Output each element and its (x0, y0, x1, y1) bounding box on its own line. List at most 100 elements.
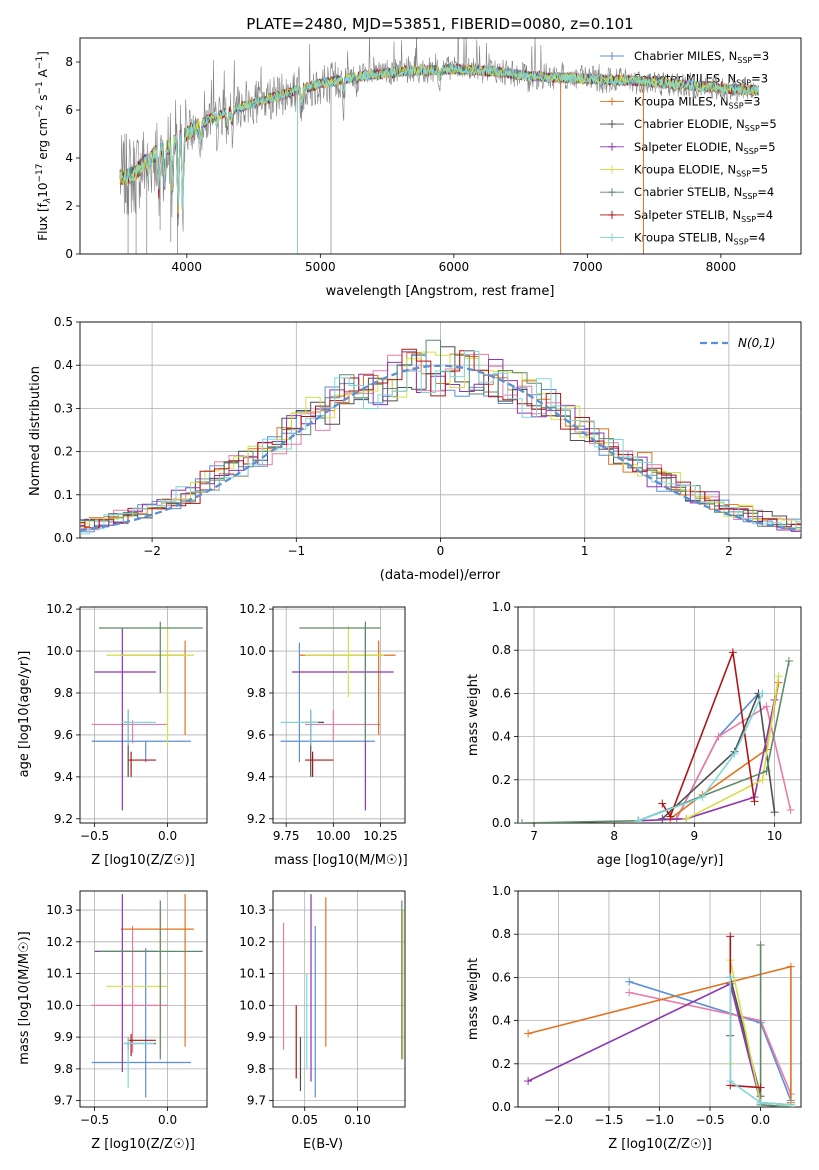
ylabel-part: λ (43, 198, 53, 204)
weight-vs-age-chart: 7 8 9 10 0.0 0.2 0.4 0.6 0.8 1.0 (492, 600, 802, 843)
y-tick-label: 0.8 (492, 643, 511, 657)
weightz-xlabel: Z [log10(Z/Z☉)] (608, 1137, 712, 1152)
x-tick-label: −2.0 (544, 1113, 573, 1127)
ylabel-part: 10 (36, 183, 50, 198)
x-tick-label: 9 (691, 829, 699, 843)
massz-ylabel: mass [log10(M/M☉)] (17, 931, 32, 1064)
age-vs-mass-chart-errorbars (280, 621, 396, 811)
mass-vs-z-chart: −0.5 0.0 9.7 9.8 9.9 10.0 10.1 10.2 10.3 (46, 890, 208, 1127)
y-tick-label: 10.1 (239, 967, 266, 981)
legend-name: Salpeter STELIB, N (634, 208, 741, 222)
y-tick-label: 1.0 (492, 884, 511, 898)
hist-step-krou_stelib (80, 350, 801, 535)
y-tick-label: 10.3 (46, 903, 73, 917)
y-tick-label: 0.0 (492, 1100, 511, 1114)
weightage-xlabel: age [log10(age/yr)] (597, 853, 724, 868)
legend-post: =3 (752, 49, 769, 63)
ylabel-part: s (36, 95, 50, 105)
y-tick-label: 0.8 (492, 927, 511, 941)
y-tick-label: 9.4 (247, 770, 266, 784)
y-tick-label: 0.1 (54, 488, 73, 502)
y-tick-label: 0.0 (492, 816, 511, 830)
legend-sub: SSP (742, 192, 757, 201)
weight-line-krou_stelib (638, 693, 764, 822)
y-tick-label: 10.1 (46, 967, 73, 981)
legend-sub: SSP (745, 124, 760, 133)
legend-sub: SSP (729, 101, 744, 110)
legend-label: Salpeter STELIB, NSSP=4 (634, 208, 773, 224)
x-tick-label: 5000 (305, 260, 336, 274)
y-tick-label: 9.4 (54, 770, 73, 784)
hist-step-salp_stelib (80, 348, 801, 529)
x-tick-label: 0.05 (291, 1113, 318, 1127)
legend-post: =5 (760, 117, 777, 131)
y-tick-label: 10.2 (46, 602, 73, 616)
y-tick-label: 9.2 (54, 812, 73, 826)
x-tick-label: 7000 (572, 260, 603, 274)
y-tick-label: 10.2 (46, 935, 73, 949)
legend-label: Kroupa ELODIE, NSSP=5 (634, 163, 768, 179)
spectrum-xlabel: wavelength [Angstrom, rest frame] (326, 284, 555, 299)
agez-xlabel: Z [log10(Z/Z☉)] (91, 853, 195, 868)
agemass-xlabel: mass [log10(M/M☉)] (274, 853, 407, 868)
mass-vs-z-chart-errorbars (91, 894, 203, 1098)
y-tick-label: 0 (65, 247, 73, 261)
residual-ylabel: Normed distribution (28, 366, 43, 496)
y-tick-label: 0.6 (492, 970, 511, 984)
weight-vs-age-chart-lines (518, 648, 795, 823)
weightz-ylabel: mass weight (466, 958, 481, 1040)
legend-post: =3 (751, 72, 768, 86)
legend-label: Chabrier MILES, NSSP=3 (634, 49, 769, 65)
x-tick-label: 8000 (706, 260, 737, 274)
age-vs-z-chart: −0.5 0.0 9.2 9.4 9.6 9.8 10.0 10.2 (46, 602, 208, 843)
y-tick-label: 0.4 (492, 1014, 511, 1028)
figure-title: PLATE=2480, MJD=53851, FIBERID=0080, z=0… (246, 15, 633, 33)
y-tick-label: 2 (65, 199, 73, 213)
x-tick-label: −0.5 (80, 1113, 109, 1127)
y-tick-label: 10.2 (239, 935, 266, 949)
x-tick-label: 1 (581, 544, 589, 558)
legend-label: Kroupa STELIB, NSSP=4 (634, 231, 765, 247)
y-tick-label: 9.8 (54, 1062, 73, 1076)
axes-frame (272, 606, 406, 824)
x-tick-label: −1.0 (645, 1113, 674, 1127)
y-tick-label: 0.4 (492, 730, 511, 744)
y-tick-label: 0.2 (492, 1057, 511, 1071)
x-tick-label: 8 (610, 829, 618, 843)
legend-post: =4 (756, 208, 773, 222)
hist-step-chab_stelib (80, 339, 801, 529)
y-tick-label: 4 (65, 151, 73, 165)
x-tick-label: −0.5 (695, 1113, 724, 1127)
axes-frame (517, 890, 802, 1108)
spectrum-ylabel: Flux [fλ10−17 erg cm−2 s−1 A−1] (35, 51, 53, 241)
legend-sub: SSP (741, 215, 756, 224)
y-tick-label: 10.0 (239, 644, 266, 658)
y-tick-label: 8 (65, 55, 73, 69)
legend-sub: SSP (737, 56, 752, 65)
y-tick-label: 10.2 (239, 602, 266, 616)
ylabel-part: ] (36, 51, 50, 56)
age-vs-mass-chart: 9.75 10.00 10.25 9.2 9.4 9.6 9.8 10.0 10.2 (239, 602, 406, 843)
y-tick-label: 0.5 (54, 315, 73, 329)
ylabel-part: erg cm (36, 118, 50, 164)
x-tick-label: 4000 (172, 260, 203, 274)
y-tick-label: 9.2 (247, 812, 266, 826)
axes-frame (79, 890, 208, 1108)
residual-chart: −2 −1 0 1 2 0.0 0.1 0.2 0.3 0.4 0.5 N(0,1) (54, 315, 802, 558)
legend-sub: SSP (734, 238, 749, 247)
weight-line-salp_stelib (729, 936, 761, 1089)
y-tick-label: 6 (65, 103, 73, 117)
y-tick-label: 9.9 (247, 1030, 266, 1044)
x-tick-label: 0.0 (751, 1113, 770, 1127)
y-tick-label: 10.3 (239, 903, 266, 917)
legend-label: Chabrier ELODIE, NSSP=5 (634, 117, 777, 133)
massz-xlabel: Z [log10(Z/Z☉)] (91, 1137, 195, 1152)
age-vs-z-chart-errorbars (91, 621, 203, 811)
axes-frame (79, 606, 208, 824)
y-tick-label: 0.2 (54, 445, 73, 459)
mass-vs-ebv-chart-errorbars (282, 894, 404, 1098)
legend-label: Salpeter ELODIE, NSSP=5 (634, 140, 776, 156)
weight-line-krou_stelib (729, 977, 791, 1106)
axes-frame (517, 606, 802, 824)
